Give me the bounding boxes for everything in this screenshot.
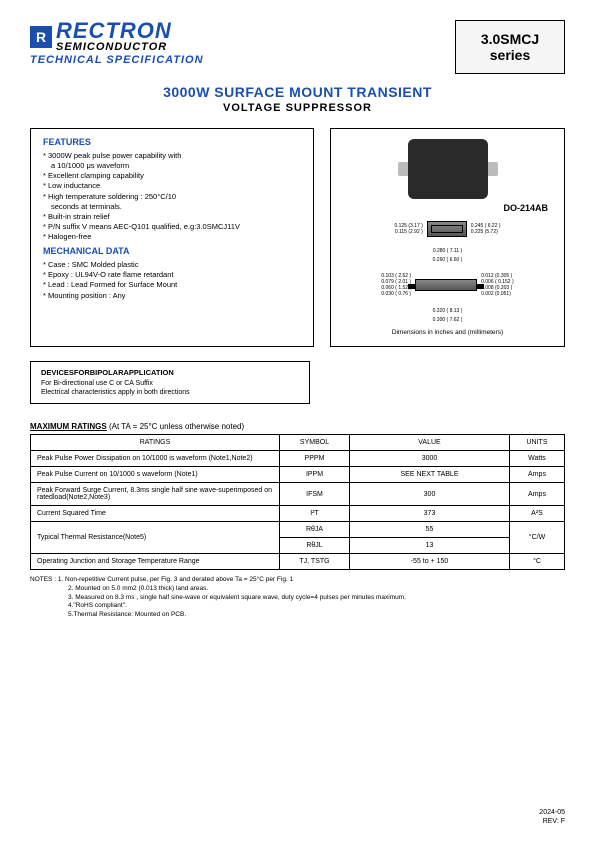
dim: 0.115 (2.92 ) xyxy=(395,229,423,235)
notes-block: NOTES : 1. Non-repetitive Current pulse,… xyxy=(30,576,565,620)
notes-lead: NOTES : xyxy=(30,576,58,583)
cell: SEE NEXT TABLE xyxy=(350,467,510,483)
max-ratings-rest: (At TA = 25°C unless otherwise noted) xyxy=(107,422,244,431)
cell: Typical Thermal Resistance(Note5) xyxy=(31,522,280,554)
feature-item: * 3000W peak pulse power capability with xyxy=(43,151,301,161)
cell: RθJA xyxy=(280,522,350,538)
mech-item: * Mounting position : Any xyxy=(43,291,301,301)
series-box: 3.0SMCJ series xyxy=(455,20,565,74)
series-word: series xyxy=(472,47,548,63)
note-2: 2. Mounted on 5.0 mm2 (0.013 thick) land… xyxy=(68,585,565,594)
col-ratings: RATINGS xyxy=(31,435,280,451)
cell: TJ, TSTG xyxy=(280,554,350,570)
col-units: UNITS xyxy=(510,435,565,451)
feature-item: * High temperature soldering : 250°C/10 xyxy=(43,192,301,202)
bipolar-heading: DEVICESFORBIPOLARAPPLICATION xyxy=(41,368,299,377)
feature-item: * Low inductance xyxy=(43,181,301,191)
mech-item: * Case : SMC Molded plastic xyxy=(43,260,301,270)
footer: 2024-05 REV: F xyxy=(539,809,565,826)
cell: I²T xyxy=(280,506,350,522)
cell: 3000 xyxy=(350,451,510,467)
max-ratings-bold: MAXIMUM RATINGS xyxy=(30,422,107,431)
cell: PPPM xyxy=(280,451,350,467)
logo-name: RECTRON xyxy=(56,20,172,42)
title-main: 3000W SURFACE MOUNT TRANSIENT xyxy=(30,84,565,100)
cell: A²S xyxy=(510,506,565,522)
cell: 13 xyxy=(350,538,510,554)
title-block: 3000W SURFACE MOUNT TRANSIENT VOLTAGE SU… xyxy=(30,84,565,114)
table-row: Operating Junction and Storage Temperatu… xyxy=(31,554,565,570)
mech-item: * Epoxy : UL94V-O rate flame retardant xyxy=(43,270,301,280)
table-row: Peak Forward Surge Current, 8.3ms single… xyxy=(31,483,565,506)
cell: 373 xyxy=(350,506,510,522)
dim: 0.280 ( 7.11 ) xyxy=(433,248,462,254)
footer-rev: REV: F xyxy=(539,818,565,826)
dim: 0.030 ( 0.76 ) xyxy=(381,291,411,297)
note-3: 3. Measured on 8.3 ms , single half sine… xyxy=(68,594,565,603)
feature-item: * Halogen-free xyxy=(43,232,301,242)
table-row: Typical Thermal Resistance(Note5) RθJA 5… xyxy=(31,522,565,538)
title-sub: VOLTAGE SUPPRESSOR xyxy=(30,102,565,114)
features-heading: FEATURES xyxy=(43,137,301,147)
cell: Peak Forward Surge Current, 8.3ms single… xyxy=(31,483,280,506)
bipolar-text: Electrical characteristics apply in both… xyxy=(41,388,299,397)
cell: Peak Pulse Current on 10/1000 s waveform… xyxy=(31,467,280,483)
mechanical-heading: MECHANICAL DATA xyxy=(43,246,301,256)
diagram-caption: Dimensions in inches and (millimeters) xyxy=(392,329,503,336)
chip-side-view xyxy=(415,279,477,291)
cell: Watts xyxy=(510,451,565,467)
mech-item: * Lead : Lead Formed for Surface Mount xyxy=(43,280,301,290)
cell: Amps xyxy=(510,467,565,483)
dim: 0.300 ( 7.62 ) xyxy=(433,317,463,323)
features-box: FEATURES * 3000W peak pulse power capabi… xyxy=(30,128,314,347)
max-ratings-heading: MAXIMUM RATINGS (At TA = 25°C unless oth… xyxy=(30,422,565,431)
cell: 55 xyxy=(350,522,510,538)
feature-item: * P/N suffix V means AEC-Q101 qualified,… xyxy=(43,222,301,232)
cell: Operating Junction and Storage Temperatu… xyxy=(31,554,280,570)
component-image xyxy=(408,139,488,199)
table-row: Peak Pulse Power Dissipation on 10/1000 … xyxy=(31,451,565,467)
dim: 0.320 ( 8.13 ) xyxy=(433,308,463,314)
note-5: 5.Thermal Resistance: Mounted on PCB. xyxy=(68,611,565,620)
feature-item: a 10/1000 μs waveform xyxy=(51,161,301,171)
footer-date: 2024-05 xyxy=(539,809,565,817)
dim: 0.225 (5.72) xyxy=(471,229,501,235)
package-label: DO-214AB xyxy=(503,203,548,213)
logo-icon: R xyxy=(30,26,52,48)
cell: Amps xyxy=(510,483,565,506)
max-ratings-table: RATINGS SYMBOL VALUE UNITS Peak Pulse Po… xyxy=(30,434,565,570)
feature-item: * Built-in strain relief xyxy=(43,212,301,222)
bipolar-box: DEVICESFORBIPOLARAPPLICATION For Bi-dire… xyxy=(30,361,310,404)
chip-front-view xyxy=(427,221,467,237)
cell: °C xyxy=(510,554,565,570)
series-name: 3.0SMCJ xyxy=(472,31,548,47)
bipolar-text: For Bi-directional use C or CA Suffix xyxy=(41,379,299,388)
technical-spec-label: TECHNICAL SPECIFICATION xyxy=(30,55,204,66)
feature-item: * Excellent clamping capability xyxy=(43,171,301,181)
col-value: VALUE xyxy=(350,435,510,451)
feature-item: seconds at terminals. xyxy=(51,202,301,212)
dim: 0.260 ( 6.60 ) xyxy=(433,257,463,263)
cell: Peak Pulse Power Dissipation on 10/1000 … xyxy=(31,451,280,467)
table-row: Peak Pulse Current on 10/1000 s waveform… xyxy=(31,467,565,483)
cell: RθJL xyxy=(280,538,350,554)
cell: 300 xyxy=(350,483,510,506)
cell: IPPM xyxy=(280,467,350,483)
package-box: DO-214AB 0.125 (3.17 ) 0.115 (2.92 ) 0.2… xyxy=(330,128,565,347)
logo-sub: SEMICONDUCTOR xyxy=(56,42,172,53)
cell: -55 to + 150 xyxy=(350,554,510,570)
col-symbol: SYMBOL xyxy=(280,435,350,451)
dimension-diagram: 0.125 (3.17 ) 0.115 (2.92 ) 0.245 ( 6.22… xyxy=(341,221,554,323)
cell: °C/W xyxy=(510,522,565,554)
logo-block: R RECTRON SEMICONDUCTOR TECHNICAL SPECIF… xyxy=(30,20,204,66)
note-1: 1. Non-repetitive Current pulse, per Fig… xyxy=(58,576,293,583)
cell: Current Squared Time xyxy=(31,506,280,522)
dim: 0.002 (0.051) xyxy=(481,291,514,297)
table-row: Current Squared Time I²T 373 A²S xyxy=(31,506,565,522)
note-4: 4."RoHS compliant". xyxy=(68,602,565,611)
cell: IFSM xyxy=(280,483,350,506)
